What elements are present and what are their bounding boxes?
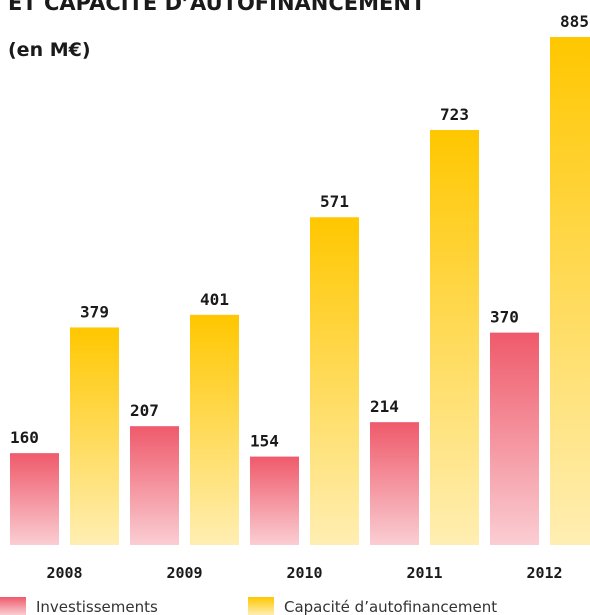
legend-swatch: [0, 597, 26, 615]
data-label: 214: [370, 397, 399, 416]
bar: [130, 426, 179, 545]
bar: [430, 129, 479, 545]
bar: [250, 456, 299, 545]
data-label: 571: [320, 192, 349, 211]
chart-title: ET CAPACITÉ D’AUTOFINANCEMENT: [8, 0, 426, 15]
x-tick-label: 2012: [526, 564, 562, 582]
x-tick-label: 2011: [406, 564, 442, 582]
x-tick-label: 2009: [166, 564, 202, 582]
data-label: 885: [560, 12, 589, 31]
bar: [490, 332, 539, 545]
legend-swatch: [248, 597, 274, 615]
data-label: 370: [490, 308, 519, 327]
x-tick-label: 2010: [286, 564, 322, 582]
data-label: 723: [440, 105, 469, 124]
bar: [190, 314, 239, 545]
data-label: 379: [80, 302, 109, 321]
chart-subtitle: (en M€): [8, 39, 91, 61]
bar: [10, 453, 59, 545]
data-label: 401: [200, 290, 229, 309]
legend-label: Investissements: [36, 598, 158, 615]
data-label: 160: [10, 428, 39, 447]
data-label: 207: [130, 401, 159, 420]
bar: [310, 217, 359, 545]
data-label: 154: [250, 432, 279, 451]
x-tick-label: 2008: [46, 564, 82, 582]
bar: [370, 422, 419, 545]
bar: [70, 327, 119, 545]
bar: [550, 37, 590, 545]
legend-label: Capacité d’autofinancement: [284, 598, 497, 615]
